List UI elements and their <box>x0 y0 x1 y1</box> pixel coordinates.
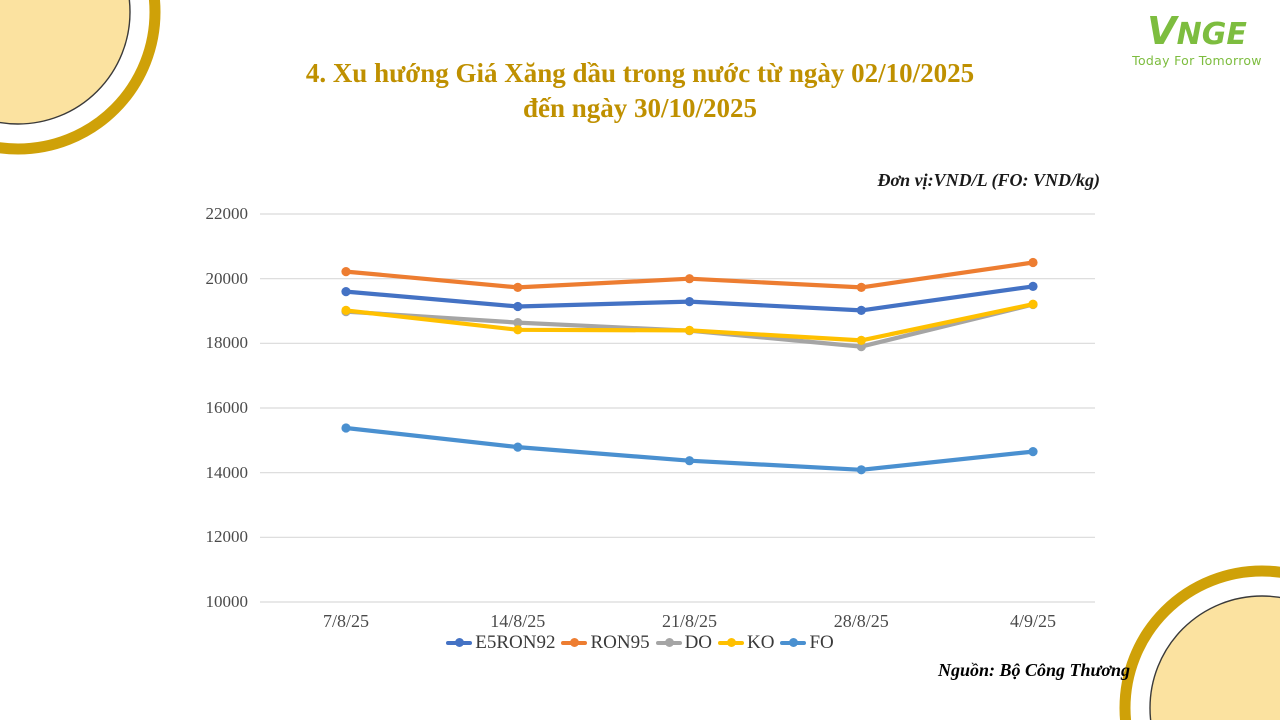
y-axis-tick-label: 14000 <box>205 462 249 482</box>
legend-item-ko[interactable]: KO <box>718 632 774 654</box>
legend-label-do: DO <box>684 632 713 653</box>
logo-v-checkmark: V <box>1147 9 1177 53</box>
vnge-logo: VNGE Today For Tomorrow <box>1112 12 1280 80</box>
data-point-ron95 <box>856 282 866 292</box>
legend-item-ron95[interactable]: RON95 <box>561 632 650 654</box>
y-axis-tick-label: 22000 <box>205 204 249 223</box>
data-point-ron95 <box>513 282 523 292</box>
data-point-ron95 <box>684 274 695 284</box>
page-title-line1: 4. Xu hướng Giá Xăng dầu trong nước từ n… <box>305 58 975 88</box>
y-axis-tick-label: 10000 <box>205 592 249 611</box>
y-axis-tick-label: 20000 <box>205 268 249 288</box>
page-title-line2: đến ngày 30/10/2025 <box>522 93 758 123</box>
legend-swatch-ko <box>718 638 745 647</box>
data-point-fo <box>513 442 523 452</box>
legend-swatch-e5ron92 <box>446 638 473 647</box>
logo-tagline: Today For Tomorrow <box>1132 53 1262 68</box>
x-axis-tick-label: 4/9/25 <box>1009 611 1056 631</box>
legend-label-ko: KO <box>747 632 775 653</box>
x-axis-tick-label: 7/8/25 <box>322 611 369 631</box>
y-axis-tick-label: 18000 <box>205 333 249 353</box>
y-axis-tick-label: 12000 <box>205 527 249 547</box>
chart-unit-note: Đơn vị:VND/L (FO: VND/kg) <box>877 170 1100 190</box>
legend-label-fo: FO <box>809 632 834 653</box>
chart-legend: E5RON92 RON95 DO KO FO <box>0 632 1280 654</box>
data-point-e5ron92 <box>513 301 523 312</box>
data-point-ko <box>856 335 866 345</box>
data-point-ko <box>1028 299 1038 309</box>
data-point-e5ron92 <box>1028 281 1038 291</box>
legend-item-fo[interactable]: FO <box>780 632 834 654</box>
legend-label-e5ron92: E5RON92 <box>475 632 556 653</box>
data-point-fo <box>1028 447 1038 457</box>
x-axis-tick-label: 28/8/25 <box>833 611 889 631</box>
data-point-e5ron92 <box>684 297 695 307</box>
legend-item-do[interactable]: DO <box>655 632 713 654</box>
legend-swatch-ron95 <box>561 638 588 647</box>
x-axis-tick-label: 21/8/25 <box>661 611 717 631</box>
data-point-fo <box>341 423 351 433</box>
legend-swatch-fo <box>780 638 807 647</box>
legend-label-ron95: RON95 <box>590 632 650 653</box>
logo-nge-text: NGE <box>1176 17 1247 52</box>
data-point-ron95 <box>341 267 351 277</box>
data-point-e5ron92 <box>856 305 866 315</box>
page-title: 4. Xu hướng Giá Xăng dầu trong nước từ n… <box>190 56 1090 126</box>
data-point-fo <box>684 456 695 466</box>
data-point-ko <box>513 325 523 335</box>
data-point-e5ron92 <box>341 287 351 297</box>
logo-wordmark: VNGE <box>1112 12 1280 52</box>
data-point-ko <box>684 325 695 335</box>
data-point-do <box>513 318 523 328</box>
data-point-ron95 <box>1028 257 1038 268</box>
legend-item-e5ron92[interactable]: E5RON92 <box>446 632 555 654</box>
legend-swatch-do <box>655 638 682 647</box>
x-axis-tick-label: 14/8/25 <box>490 611 546 631</box>
data-point-ko <box>341 305 351 315</box>
y-axis-tick-label: 16000 <box>205 398 249 417</box>
source-note: Nguồn: Bộ Công Thương <box>938 660 1130 680</box>
data-point-fo <box>856 465 866 475</box>
